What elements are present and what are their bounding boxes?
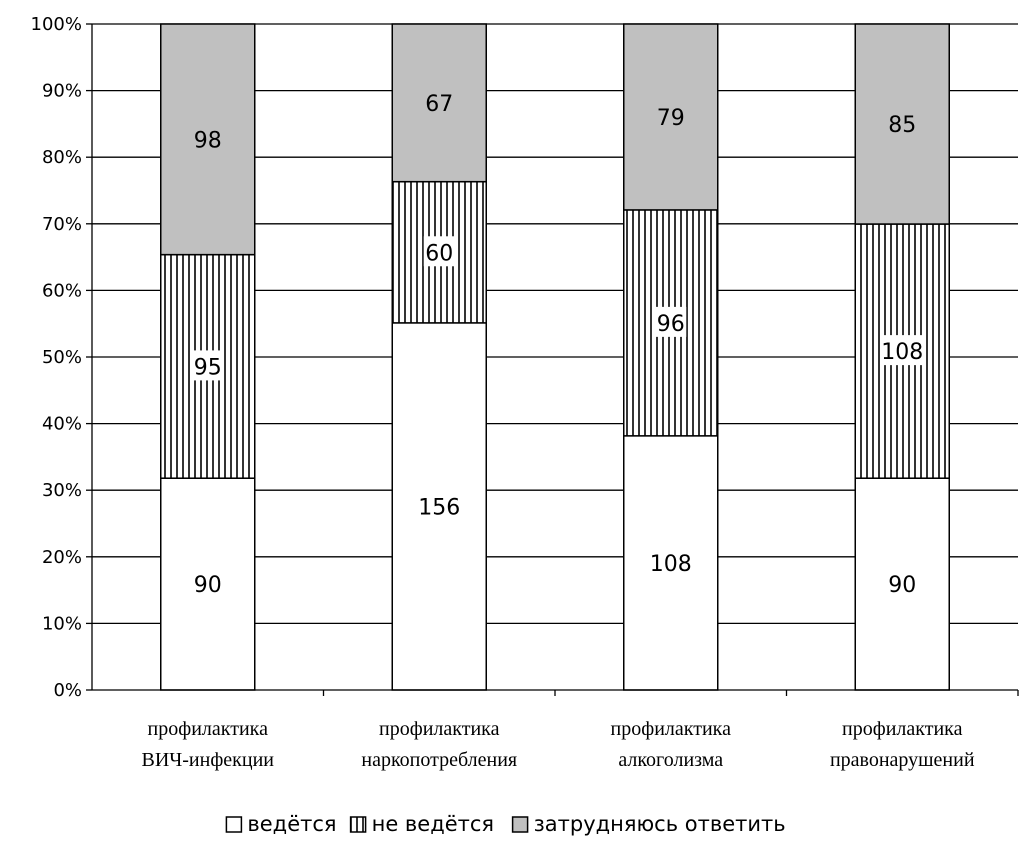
y-tick-label: 60% [42, 280, 82, 301]
y-tick-label: 70% [42, 214, 82, 235]
legend-label: затрудняюсь ответить [534, 812, 786, 836]
data-label-bg [880, 335, 925, 366]
data-label-bg [192, 350, 224, 381]
legend-swatch [349, 816, 367, 833]
y-tick-label: 100% [31, 14, 82, 35]
data-label-bg [423, 236, 455, 267]
bar-segment [391, 23, 487, 183]
data-label: 90 [888, 573, 916, 598]
y-tick-label: 90% [42, 81, 82, 102]
axes: 0% 10% 20% 30% 40% 50% 60% 70% 80% 90% 100% профила… [31, 14, 1019, 771]
y-tick-label: 50% [42, 347, 82, 368]
data-label-bg [655, 306, 687, 337]
bar-segment [391, 322, 487, 691]
x-category-label: профилактика [148, 718, 269, 740]
x-category-label: профилактика [379, 718, 500, 740]
data-label: 98 [194, 128, 222, 153]
legend-swatch [225, 816, 243, 833]
x-category-label: профилактика [842, 718, 963, 740]
data-label: 85 [888, 113, 916, 138]
y-tick-label: 0% [53, 680, 82, 701]
x-category-label: наркопотребления [361, 749, 517, 771]
legend-label: не ведётся [372, 812, 494, 836]
legend-swatch [511, 816, 529, 833]
y-tick-label: 30% [42, 480, 82, 501]
bar-segment [854, 477, 950, 691]
x-category-label: правонарушений [830, 749, 975, 771]
y-tick-label: 20% [42, 547, 82, 568]
data-label: 67 [425, 92, 453, 117]
bars [160, 23, 950, 691]
data-labels: 90 95 98 156 60 67 108 96 79 90 108 85 [192, 92, 925, 598]
y-tick-label: 40% [42, 414, 82, 435]
data-label: 108 [650, 552, 692, 577]
data-label: 90 [194, 573, 222, 598]
x-category-label: алкоголизма [618, 749, 723, 771]
data-label: 156 [418, 495, 460, 520]
data-label: 60 [425, 241, 453, 266]
bar-segment [623, 23, 719, 211]
bar-segment [160, 23, 256, 256]
bar-segment [623, 435, 719, 691]
y-tick-label: 10% [42, 613, 82, 634]
x-category-label: профилактика [611, 718, 732, 740]
x-category-label: ВИЧ-инфекции [141, 749, 274, 771]
legend: ведётся не ведётся затрудняюсь ответить [225, 812, 786, 836]
y-tick-label: 80% [42, 147, 82, 168]
bar-segment [854, 23, 950, 225]
data-label: 95 [194, 355, 222, 380]
data-label: 108 [881, 340, 923, 365]
data-label: 96 [657, 312, 685, 337]
data-label: 79 [657, 106, 685, 131]
legend-label: ведётся [247, 812, 336, 836]
